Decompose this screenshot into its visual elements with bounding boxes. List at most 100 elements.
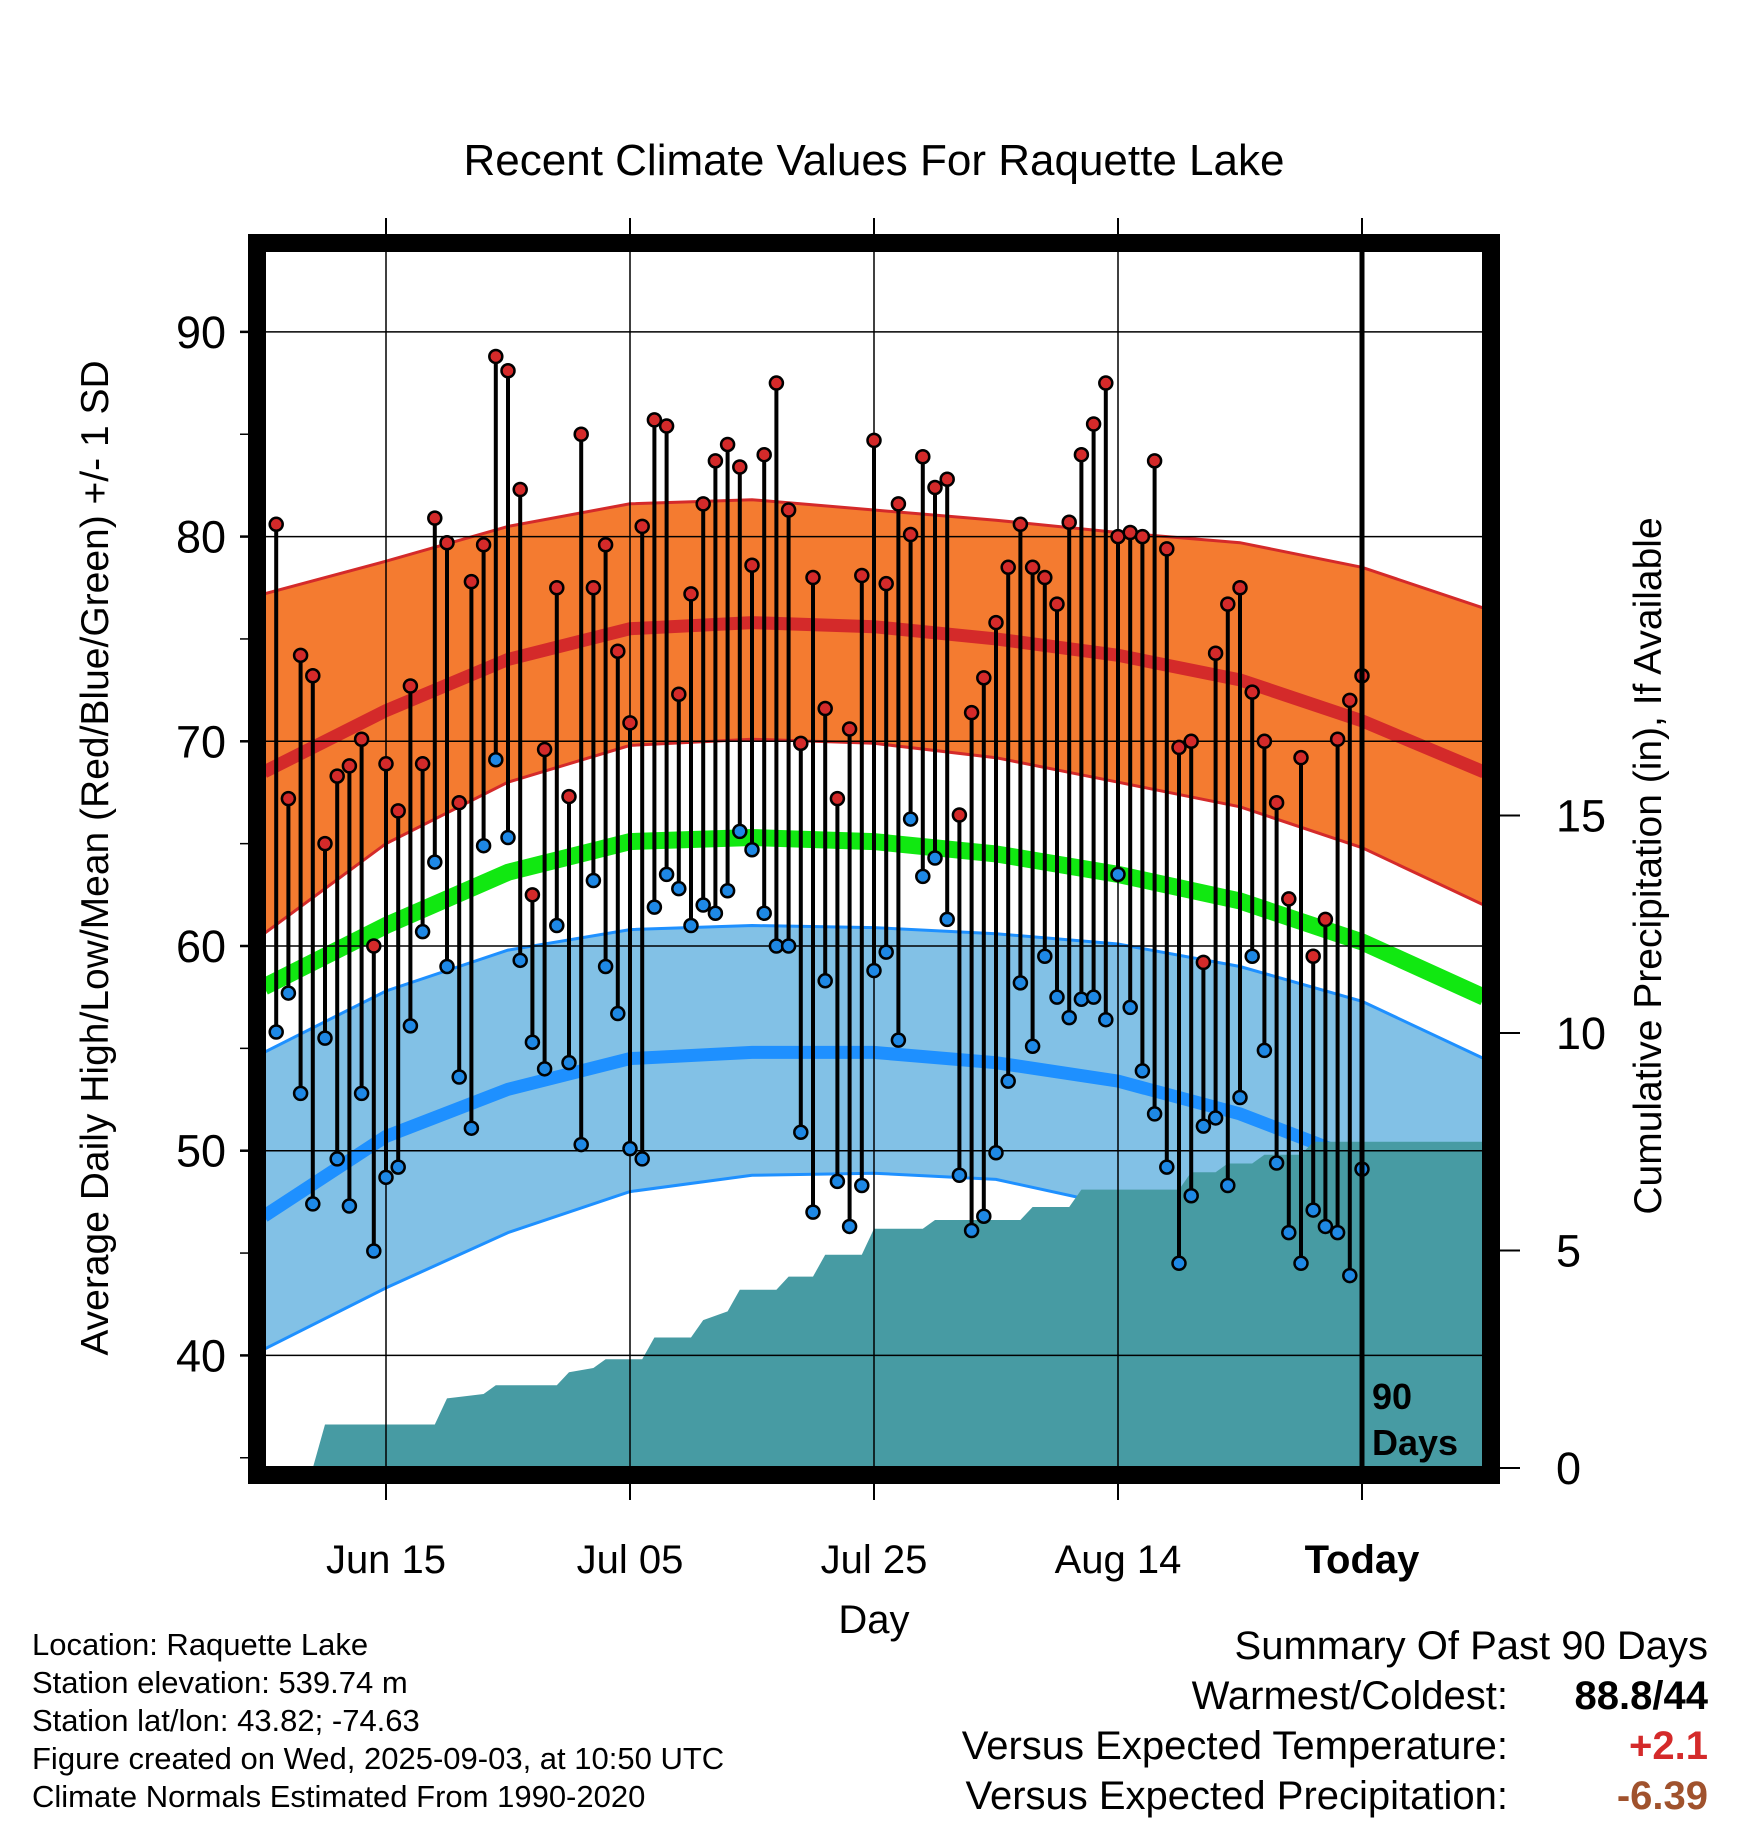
daily-high-point [1171,739,1187,756]
daily-high-point [817,700,833,717]
daily-low-point [1305,1202,1321,1218]
daily-high-point [805,569,821,586]
daily-low-point [658,866,675,883]
y-tick-label: 60 [176,921,226,972]
daily-low-point [744,842,760,858]
elevation-text: Station elevation: 539.74 m [32,1665,408,1700]
daily-high-point [841,721,858,737]
axes-layer: 40 50 60 70 80 90 0 5 10 15 Jun 15 Jul 05 Jul 25 Aug … [176,218,1606,1582]
daily-low-point [597,958,614,975]
daily-low-point [1293,1255,1309,1272]
latlon-text: Station lat/lon: 43.82; -74.63 [32,1703,420,1738]
daily-high-point [939,471,955,488]
daily-high-point [658,418,675,434]
daily-high-point [1293,749,1309,766]
daily-low-point [780,938,797,954]
daily-low-point [524,1034,541,1050]
daily-low-point [939,911,955,928]
daily-high-point [1244,684,1260,700]
daily-low-point [1012,975,1029,991]
daily-high-point [1134,528,1151,545]
daily-high-point [719,436,736,453]
daily-high-point [597,537,614,553]
daily-high-point [707,453,724,469]
daily-high-point [1256,733,1273,750]
daily-low-point [951,1167,968,1184]
daily-high-point [1329,731,1346,747]
daily-high-point [390,803,406,819]
daily-low-point [268,1024,284,1040]
daily-high-point [963,704,980,721]
warmest-value: 88.8/44 [1574,1674,1708,1718]
daily-low-point [817,973,833,989]
daily-low-point [512,952,528,969]
today-window-label-line1: 90 [1372,1376,1412,1417]
warmest-label: Warmest/Coldest: [1191,1674,1508,1718]
x-tick-label: Jun 15 [326,1538,446,1582]
daily-high-point [610,643,626,659]
daily-high-point [353,731,370,747]
plot-frame [248,234,1500,1484]
daily-low-point [695,897,711,913]
precip-label: Versus Expected Precipitation: [965,1774,1508,1818]
daily-low-point [402,1018,419,1034]
daily-high-point [1342,692,1358,709]
daily-low-point [1329,1224,1346,1241]
summary-title: Summary Of Past 90 Days [1234,1624,1708,1668]
daily-low-point [963,1222,980,1239]
daily-low-point [793,1124,809,1141]
daily-low-point [1024,1038,1041,1055]
today-window-label-line2: Days [1372,1422,1458,1463]
daily-low-point [1342,1267,1358,1284]
daily-low-point [671,880,687,897]
daily-high-point [829,790,846,807]
x-axis-label: Day [838,1598,909,1642]
daily-high-point [561,788,577,805]
daily-high-point [768,375,785,391]
daily-high-point [341,758,358,774]
daily-low-point [988,1145,1004,1161]
daily-low-point [805,1204,821,1220]
daily-high-point [756,446,772,463]
daily-high-point [951,807,968,823]
y2-tick-label: 5 [1556,1226,1581,1277]
daily-low-point [329,1151,345,1167]
daily-high-point [573,426,589,442]
daily-low-point [280,985,297,1001]
daily-high-point [988,614,1004,631]
daily-stems [268,348,1370,1284]
daily-high-point [451,794,467,811]
daily-high-point [500,363,516,379]
daily-low-point [463,1120,480,1136]
daily-low-point [622,1140,638,1157]
daily-high-point [780,502,797,518]
created-text: Figure created on Wed, 2025-09-03, at 10… [32,1741,725,1776]
daily-high-point [292,647,309,664]
daily-low-point [1037,948,1053,964]
daily-low-point [488,751,504,768]
y2-tick-label: 0 [1556,1443,1581,1494]
daily-low-point [1146,1106,1163,1122]
daily-high-point [414,756,431,772]
daily-high-point [732,459,748,475]
x-tick-label: Jul 25 [821,1538,928,1582]
daily-low-point [829,1173,846,1190]
x-tick-label: Jul 05 [577,1538,684,1582]
daily-high-point [1220,596,1236,612]
daily-low-point [927,850,943,866]
daily-high-point [1085,416,1102,432]
daily-low-point [378,1169,394,1186]
daily-high-point [902,526,919,543]
daily-low-point [1232,1089,1248,1106]
y-axis-label: Average Daily High/Low/Mean (Red/Blue/Gr… [74,360,117,1355]
daily-low-point [317,1030,333,1046]
daily-high-point [488,348,504,365]
daily-high-point [1183,733,1199,750]
daily-high-point [695,496,711,512]
daily-low-point [451,1069,467,1085]
chart-title: Recent Climate Values For Raquette Lake [464,136,1285,185]
y-tick-label: 80 [176,512,226,563]
daily-high-point [1159,541,1175,557]
daily-high-point [671,686,687,702]
daily-high-point [1049,596,1065,612]
